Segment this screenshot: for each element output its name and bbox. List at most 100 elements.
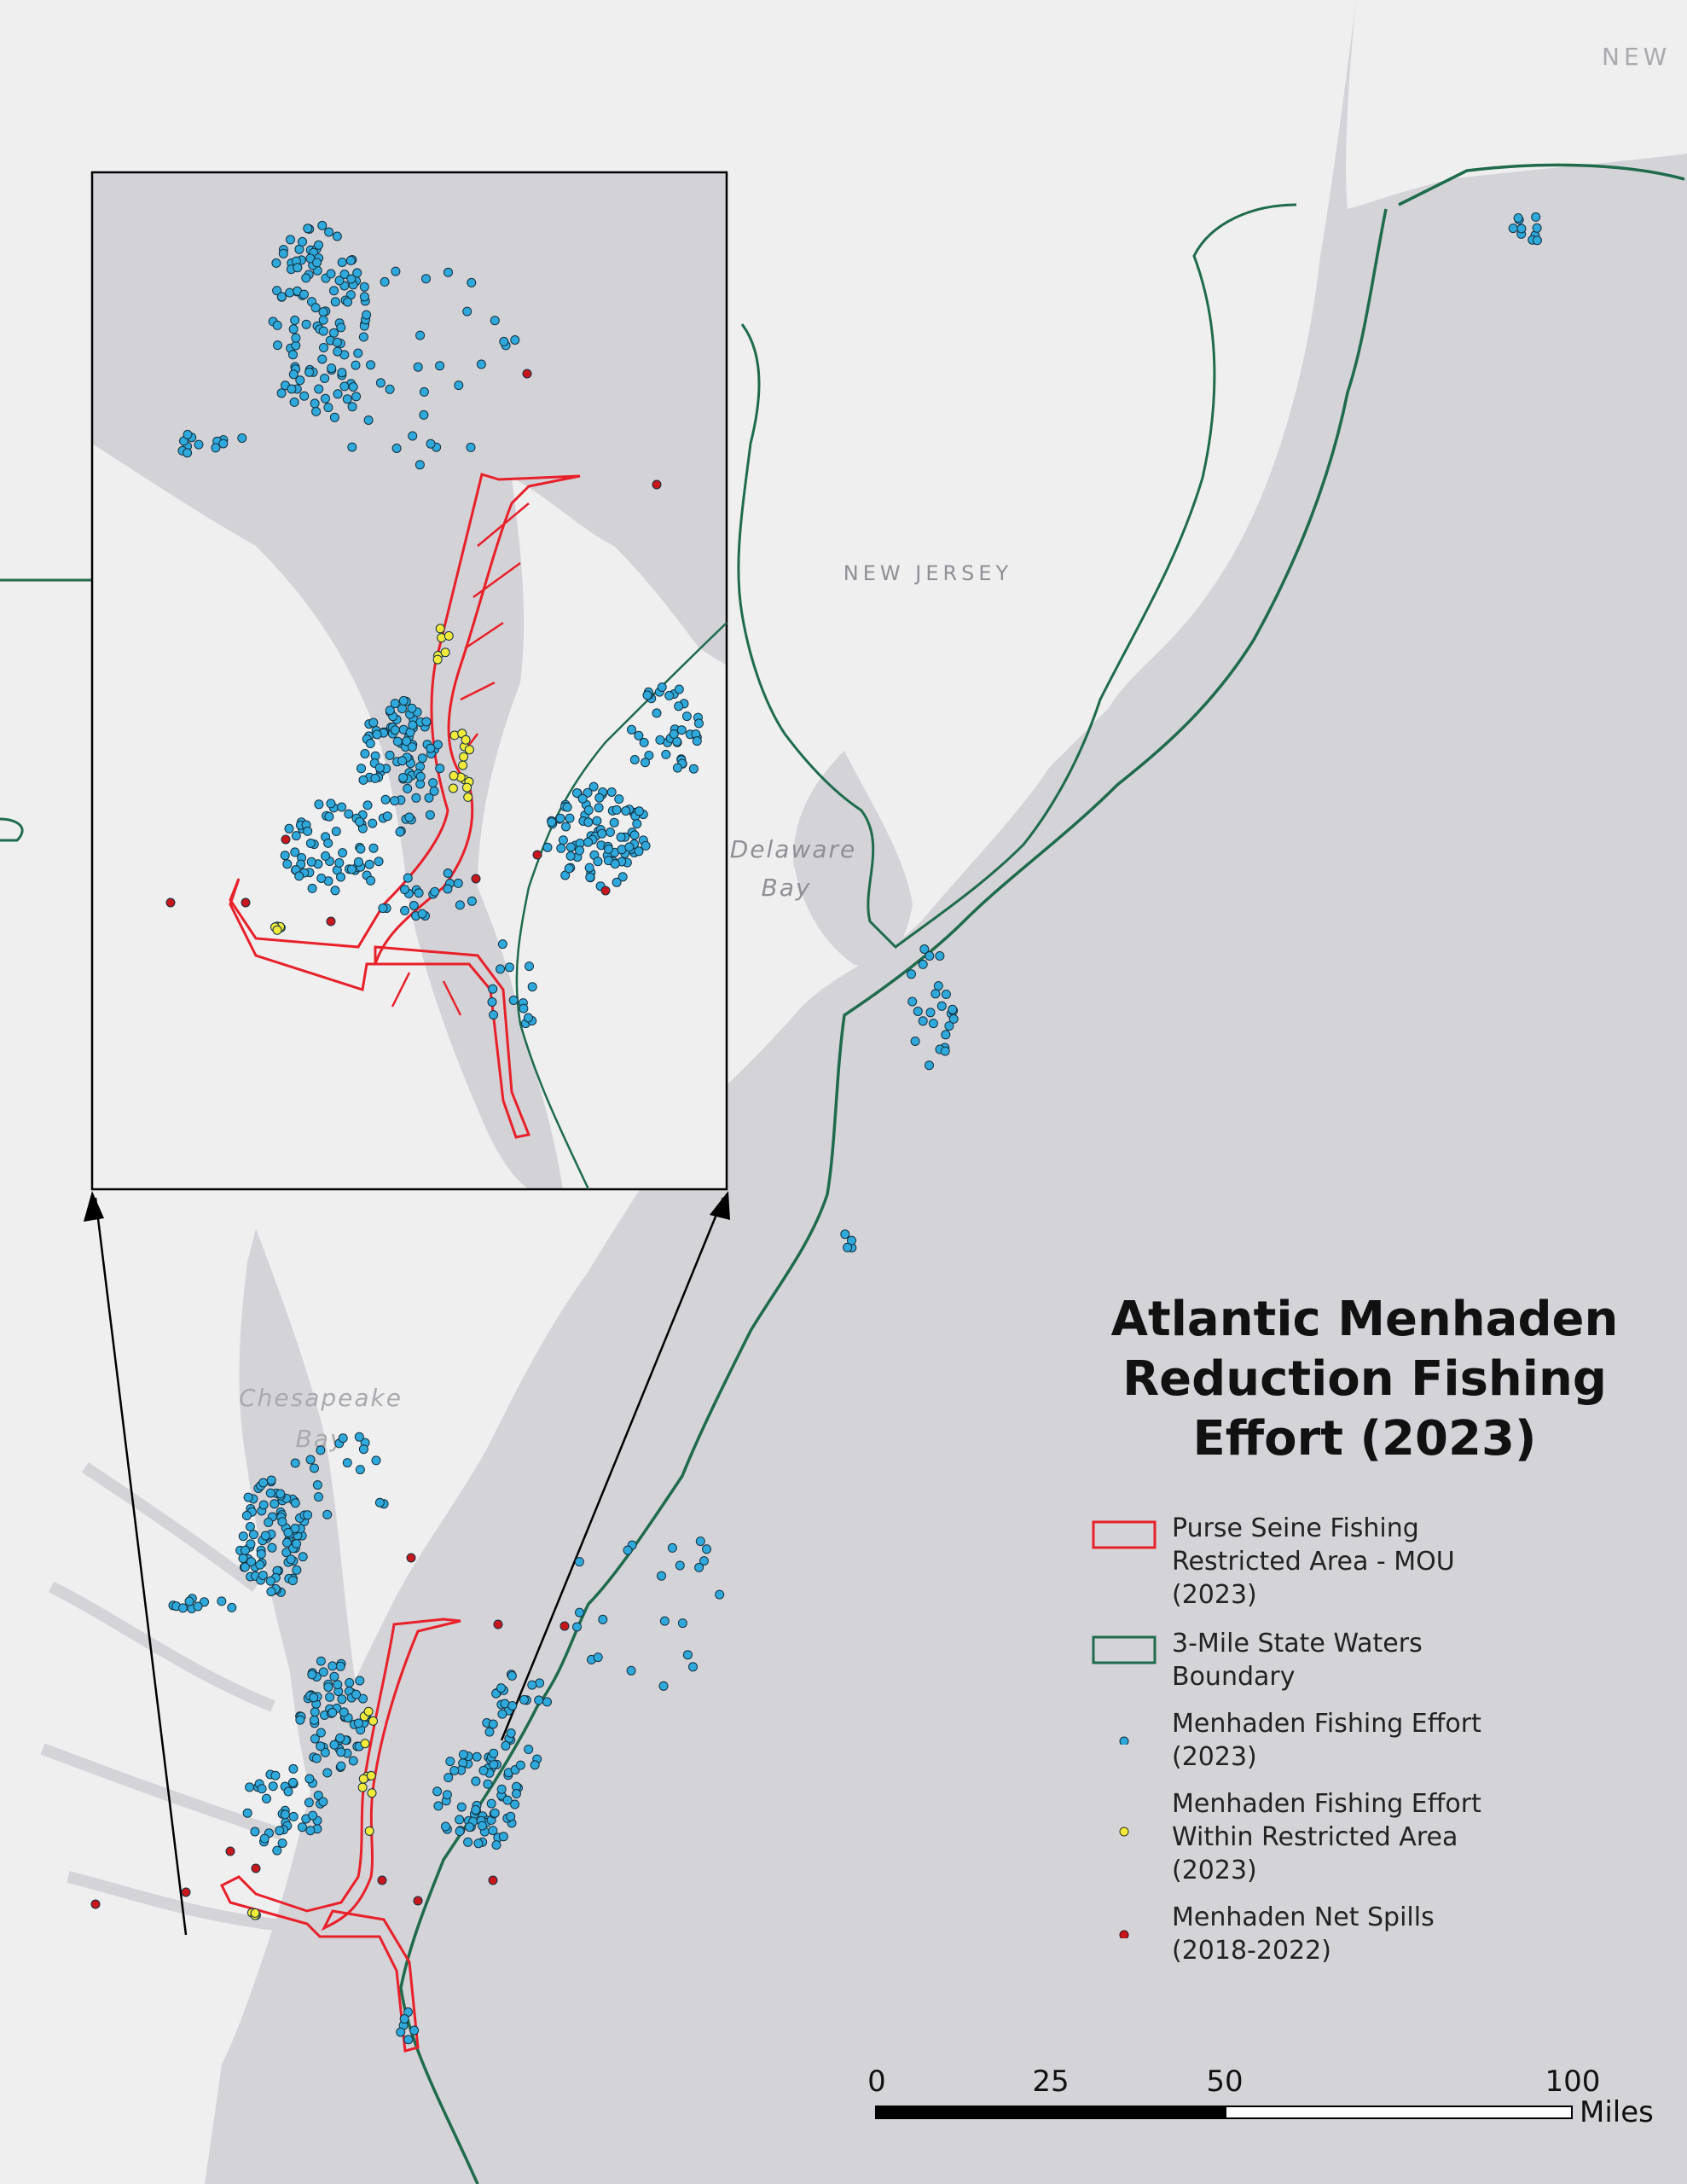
effort-point: [318, 1667, 328, 1677]
effort-point: [345, 1678, 355, 1687]
effort-point: [928, 1019, 938, 1029]
effort-point: [617, 872, 628, 882]
effort-point: [334, 857, 345, 868]
effort-point: [441, 1821, 450, 1832]
effort-point: [612, 877, 622, 887]
legend: Purse Seine Fishing Restricted Area - MO…: [1083, 1512, 1527, 1967]
effort-point: [282, 859, 293, 869]
effort-point: [490, 1808, 500, 1818]
effort-point: [282, 1537, 292, 1548]
effort-point: [320, 1747, 330, 1757]
effort-point: [330, 886, 340, 896]
effort-point: [374, 1497, 385, 1507]
effort-point: [442, 1790, 452, 1800]
effort-point: [333, 1680, 343, 1690]
effort-point: [476, 359, 486, 369]
effort-point: [325, 1692, 335, 1702]
legend-label: Purse Seine Fishing Restricted Area - MO…: [1172, 1513, 1455, 1610]
effort-point: [907, 996, 918, 1007]
effort-point: [502, 1795, 513, 1805]
effort-point-restricted: [272, 925, 282, 935]
effort-point: [519, 1003, 529, 1014]
effort-point: [348, 382, 358, 392]
effort-point: [320, 374, 330, 383]
effort-point: [419, 410, 429, 420]
effort-point: [624, 842, 635, 852]
effort-point: [390, 796, 400, 806]
effort-point: [504, 962, 514, 973]
effort-point: [496, 964, 506, 974]
effort-point: [278, 248, 288, 258]
effort-point: [672, 763, 682, 773]
effort-point: [496, 1683, 506, 1693]
effort-point: [455, 900, 465, 910]
effort-point: [324, 227, 334, 237]
effort-point: [415, 771, 426, 781]
effort-point: [310, 1734, 320, 1744]
effort-point: [359, 292, 369, 302]
effort-point: [238, 1531, 248, 1542]
effort-point: [218, 439, 229, 449]
effort-point: [556, 843, 566, 853]
effort-point: [310, 1715, 319, 1725]
effort-point: [339, 270, 350, 279]
effort-point-restricted: [458, 760, 468, 770]
effort-point: [847, 1235, 856, 1246]
effort-point: [462, 306, 472, 317]
effort-point: [510, 1799, 520, 1809]
effort-point: [675, 1560, 685, 1571]
effort-point: [604, 844, 613, 854]
effort-point: [488, 984, 498, 994]
effort-point: [303, 1510, 313, 1520]
effort-point: [634, 730, 644, 741]
effort-point: [336, 1747, 346, 1757]
effort-point: [305, 1826, 316, 1836]
effort-point: [487, 997, 497, 1007]
effort-point: [333, 389, 343, 399]
effort-point: [498, 1832, 508, 1842]
effort-point: [506, 1728, 516, 1738]
effort-point-restricted: [459, 752, 469, 762]
effort-point: [575, 845, 584, 856]
long-island: [1346, 0, 1687, 209]
effort-point: [351, 360, 361, 370]
effort-point: [330, 297, 340, 307]
effort-point: [402, 736, 412, 746]
effort-point: [598, 1614, 608, 1624]
effort-point: [260, 1531, 270, 1541]
effort-point: [305, 839, 316, 848]
effort-point: [524, 1745, 534, 1754]
effort-point: [374, 857, 384, 867]
effort-point: [316, 1656, 326, 1666]
effort-point: [342, 1458, 352, 1468]
effort-point: [380, 276, 390, 287]
net-spill-point: [181, 1887, 191, 1897]
effort-point: [240, 1562, 250, 1572]
effort-point: [329, 328, 339, 338]
effort-point: [385, 706, 395, 716]
effort-point: [304, 1798, 314, 1808]
effort-point: [534, 1695, 544, 1705]
effort-point: [443, 884, 453, 894]
effort-points-layer: [90, 212, 1542, 2045]
label-chesapeake-bay: Chesapeake: [239, 1384, 403, 1412]
effort-point: [499, 336, 509, 346]
effort-point: [347, 402, 357, 412]
effort-point: [944, 1021, 954, 1031]
effort-point: [397, 756, 408, 766]
effort-point: [257, 1784, 267, 1794]
effort-point: [407, 703, 417, 713]
effort-point: [289, 397, 299, 407]
net-spill-point: [90, 1899, 101, 1909]
effort-point: [258, 1478, 269, 1488]
effort-point: [918, 959, 928, 969]
effort-point: [307, 1670, 317, 1680]
legend-label: Menhaden Fishing Effort Within Restricte…: [1172, 1789, 1481, 1885]
effort-point: [614, 794, 624, 804]
effort-point: [483, 1779, 493, 1789]
restricted-area: [219, 1618, 461, 2053]
effort-point: [332, 337, 342, 347]
effort-point: [314, 799, 324, 810]
effort-point: [574, 1557, 584, 1567]
